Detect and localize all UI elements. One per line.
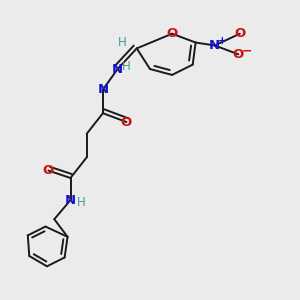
Text: N: N [97,83,109,96]
Text: O: O [167,27,178,40]
Text: O: O [43,164,54,177]
Text: H: H [118,36,126,49]
Text: H: H [77,196,86,209]
Text: N: N [65,194,76,207]
Text: O: O [234,27,245,40]
Text: N: N [112,62,123,76]
Text: O: O [233,48,244,61]
Text: +: + [218,36,226,46]
Text: −: − [242,44,252,57]
Text: N: N [209,39,220,52]
Text: H: H [122,60,131,73]
Text: O: O [121,116,132,128]
